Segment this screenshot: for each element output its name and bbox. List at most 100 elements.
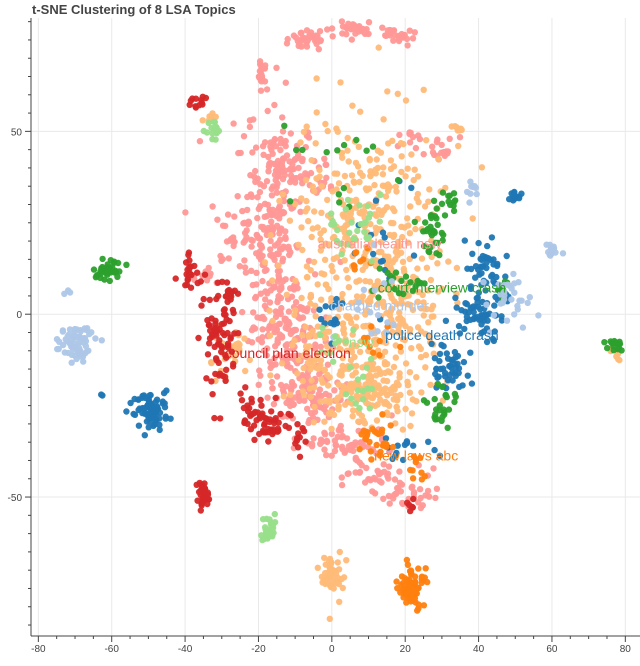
- data-point: [322, 161, 329, 168]
- data-point: [446, 135, 453, 142]
- data-point: [435, 156, 442, 163]
- data-point: [375, 44, 382, 51]
- data-point: [279, 155, 287, 162]
- data-point: [371, 287, 378, 294]
- data-point: [404, 561, 412, 568]
- data-point: [322, 240, 329, 247]
- data-point: [490, 256, 497, 263]
- data-point: [287, 330, 294, 338]
- data-point: [434, 374, 441, 381]
- data-point: [319, 379, 326, 386]
- data-point: [260, 223, 267, 231]
- data-point: [375, 294, 382, 301]
- topic-label-2: charged murder: [330, 298, 429, 314]
- data-point: [376, 478, 383, 485]
- data-point: [433, 485, 441, 492]
- data-point: [303, 123, 310, 130]
- data-point: [379, 257, 386, 265]
- data-point: [410, 442, 417, 449]
- data-point: [383, 377, 391, 385]
- data-point: [380, 116, 387, 123]
- data-point: [252, 178, 259, 185]
- data-point: [273, 373, 281, 380]
- data-point: [473, 190, 480, 198]
- x-tick-label-1: -60: [104, 644, 119, 655]
- data-point: [282, 137, 289, 145]
- data-point: [394, 176, 402, 184]
- data-point: [246, 117, 254, 124]
- series-7: [200, 118, 384, 544]
- data-point: [223, 279, 231, 286]
- data-point: [366, 210, 374, 217]
- data-point: [281, 167, 289, 174]
- data-point: [282, 324, 289, 332]
- data-point: [425, 319, 432, 326]
- data-point: [269, 385, 276, 392]
- data-point: [321, 366, 328, 374]
- data-point: [340, 184, 347, 192]
- data-point: [241, 264, 249, 271]
- data-point: [256, 367, 263, 374]
- data-point: [367, 309, 374, 316]
- data-point: [282, 422, 289, 430]
- data-point: [418, 255, 426, 262]
- data-point: [401, 336, 408, 344]
- data-point: [348, 395, 355, 402]
- data-point: [377, 149, 385, 156]
- data-point: [282, 228, 289, 235]
- data-point: [386, 500, 393, 507]
- data-point: [404, 165, 411, 172]
- data-point: [354, 387, 362, 394]
- data-point: [307, 366, 314, 373]
- data-point: [242, 384, 249, 391]
- data-point: [209, 391, 216, 398]
- data-point: [366, 438, 373, 446]
- axes: -80 -60 -40 -20 0 20 40 60 80 -50 0 50: [8, 18, 640, 655]
- data-point: [347, 356, 355, 364]
- data-point: [248, 399, 255, 406]
- data-point: [469, 215, 476, 222]
- data-point: [333, 254, 341, 261]
- data-point: [297, 208, 304, 215]
- data-point: [187, 284, 195, 291]
- data-point: [452, 364, 460, 371]
- data-point: [235, 347, 243, 354]
- data-point: [317, 398, 324, 405]
- data-point: [382, 339, 390, 347]
- data-point: [302, 208, 309, 215]
- data-point: [453, 264, 461, 272]
- data-point: [388, 305, 395, 312]
- data-point: [332, 301, 339, 308]
- data-point: [298, 195, 305, 202]
- data-point: [382, 193, 390, 200]
- data-point: [360, 373, 367, 380]
- data-point: [194, 497, 201, 504]
- data-point: [397, 139, 405, 147]
- data-point: [367, 448, 374, 455]
- data-point: [445, 258, 452, 265]
- data-point: [261, 524, 269, 531]
- data-point: [265, 438, 272, 445]
- data-point: [281, 122, 288, 129]
- data-point: [211, 414, 218, 422]
- series-4: [172, 93, 417, 515]
- topic-label-3: police death crash: [385, 327, 499, 343]
- data-point: [271, 354, 278, 362]
- data-point: [344, 196, 352, 204]
- data-point: [387, 264, 394, 271]
- data-point: [66, 289, 74, 296]
- data-point: [478, 256, 485, 263]
- data-point: [436, 407, 443, 414]
- data-point: [601, 339, 608, 346]
- data-point: [253, 281, 260, 288]
- series-0: [182, 18, 464, 512]
- data-point: [268, 211, 275, 219]
- data-point: [345, 241, 353, 248]
- data-point: [350, 326, 357, 334]
- data-point: [503, 252, 510, 260]
- data-point: [319, 324, 326, 332]
- data-point: [350, 178, 357, 185]
- data-point: [452, 197, 459, 204]
- data-point: [393, 403, 400, 411]
